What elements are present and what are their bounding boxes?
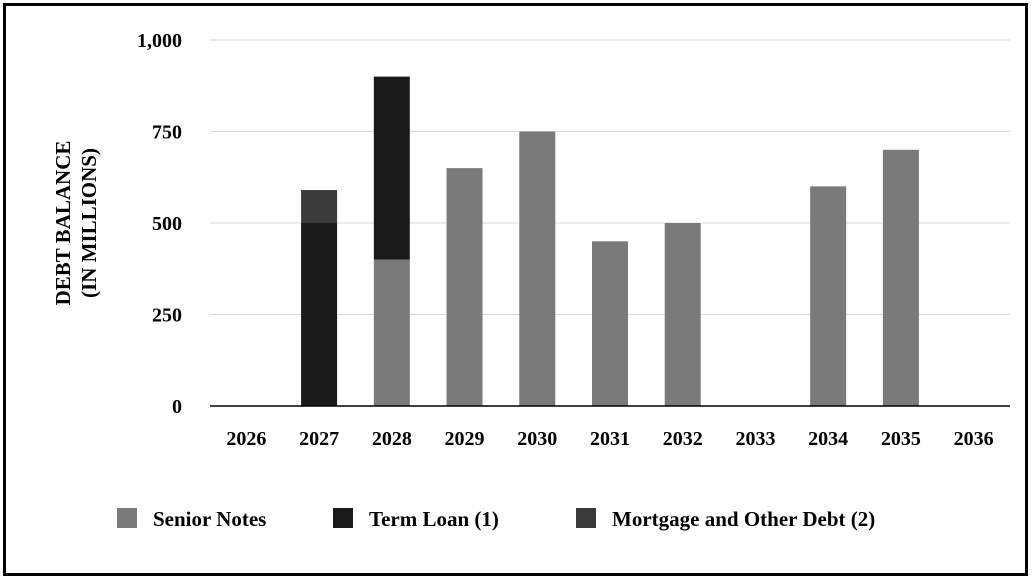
y-axis-label-line: DEBT BALANCE bbox=[51, 141, 75, 306]
bar-2028-series-0 bbox=[373, 259, 410, 406]
bar-2031-series-0 bbox=[592, 241, 628, 406]
legend-swatch bbox=[576, 508, 596, 528]
y-tick-label: 500 bbox=[152, 213, 182, 235]
y-tick-labels: 0 250 500 750 1,000 bbox=[137, 30, 182, 418]
bar-2027-series-1 bbox=[301, 223, 338, 406]
x-tick-label: 2034 bbox=[808, 428, 848, 450]
y-tick-label: 1,000 bbox=[137, 30, 182, 52]
legend-label: Senior Notes bbox=[153, 507, 266, 531]
y-axis-label-line: (IN MILLIONS) bbox=[77, 148, 101, 298]
bar-2029-series-0 bbox=[446, 168, 483, 406]
bar-2030-series-0 bbox=[519, 131, 556, 406]
x-tick-label: 2026 bbox=[226, 428, 266, 450]
bar-2027-series-2 bbox=[301, 190, 338, 223]
legend-label: Term Loan (1) bbox=[369, 507, 499, 531]
x-tick-label: 2030 bbox=[517, 428, 557, 450]
y-tick-label: 0 bbox=[172, 396, 182, 418]
x-tick-label: 2033 bbox=[735, 428, 775, 450]
x-tick-label: 2028 bbox=[372, 428, 412, 450]
bar-2035-series-0 bbox=[882, 149, 919, 407]
chart-frame bbox=[3, 3, 1028, 576]
legend-label: Mortgage and Other Debt (2) bbox=[612, 507, 875, 531]
x-tick-label: 2036 bbox=[954, 428, 994, 450]
bar-2034-series-0 bbox=[810, 186, 847, 406]
x-tick-label: 2035 bbox=[881, 428, 921, 450]
x-tick-label: 2032 bbox=[663, 428, 703, 450]
x-tick-labels: 2026 2027 2028 2029 2030 2031 2032 2033 2034 2035… bbox=[226, 428, 993, 450]
legend-swatch bbox=[117, 508, 137, 528]
bar-2032-series-0 bbox=[664, 223, 701, 406]
y-tick-label: 750 bbox=[152, 122, 182, 144]
legend-swatch bbox=[333, 508, 353, 528]
x-tick-label: 2027 bbox=[299, 428, 339, 450]
x-tick-label: 2029 bbox=[445, 428, 485, 450]
x-tick-label: 2031 bbox=[590, 428, 630, 450]
y-axis-label: DEBT BALANCE (IN MILLIONS) bbox=[51, 141, 101, 306]
bar-2028-series-1 bbox=[373, 76, 410, 260]
legend: Senior Notes Term Loan (1) Mortgage and Ot… bbox=[117, 507, 875, 531]
y-tick-label: 250 bbox=[152, 305, 182, 327]
bars bbox=[301, 76, 919, 407]
